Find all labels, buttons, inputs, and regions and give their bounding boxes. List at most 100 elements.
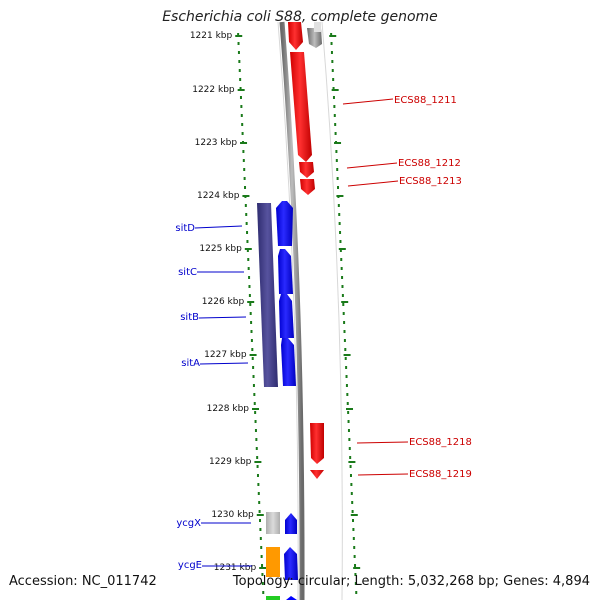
ruler-dot	[242, 150, 245, 153]
right-gene-labels[interactable]: ECS88_1211 ECS88_1212 ECS88_1213 ECS88_1218…	[342, 95, 472, 480]
sit-operon-block[interactable]	[257, 203, 278, 387]
tick-label: 1230 kbp	[211, 510, 254, 520]
gene-ecs88-1218[interactable]	[310, 423, 324, 464]
ruler-dot	[239, 87, 242, 90]
gene-ycgE[interactable]	[266, 547, 280, 577]
gene-sitD[interactable]	[276, 201, 293, 246]
track-outline-right	[321, 21, 343, 600]
ruler-dot	[238, 69, 241, 72]
track-outline-left	[277, 21, 299, 600]
gene-sitB[interactable]	[279, 294, 294, 338]
gene-label-ycgX[interactable]: ycgX	[176, 518, 201, 529]
ruler-dot	[261, 573, 264, 576]
ruler-dot	[344, 348, 347, 351]
gene-ycgX[interactable]	[266, 512, 280, 534]
gene-ecs88-1211[interactable]	[290, 52, 312, 162]
ruler-dot	[351, 501, 354, 504]
gene-red-1[interactable]	[288, 22, 303, 50]
ruler-dot	[261, 564, 264, 567]
ruler-dot	[257, 492, 260, 495]
label-leader-line	[346, 162, 398, 169]
ruler-dot	[252, 375, 255, 378]
ruler-dot	[350, 483, 353, 486]
ruler-dot	[354, 564, 357, 567]
ruler-dot	[248, 294, 251, 297]
ruler-dot	[343, 321, 346, 324]
left-tick-ruler	[235, 33, 267, 594]
ruler-dot	[335, 159, 338, 162]
ruler-dot	[335, 150, 338, 153]
ruler-dot	[355, 591, 358, 594]
gene-label-sitB[interactable]: sitB	[180, 312, 199, 323]
gene-label-ECS88_1211[interactable]: ECS88_1211	[394, 95, 457, 106]
ruler-dot	[352, 519, 355, 522]
gene-sitA[interactable]	[281, 338, 296, 386]
tick-label: 1222 kbp	[192, 85, 235, 95]
gene-sitC[interactable]	[278, 249, 293, 294]
ruler-dot	[252, 384, 255, 387]
gene-gray-top[interactable]	[307, 28, 322, 48]
major-tick	[256, 514, 264, 516]
ruler-dot	[246, 231, 249, 234]
gene-ecs88-1219[interactable]	[310, 470, 324, 479]
ruler-dot	[340, 258, 343, 261]
tick-label: 1223 kbp	[195, 138, 238, 148]
ruler-dot	[258, 510, 261, 513]
gene-features[interactable]	[257, 22, 324, 600]
label-leader-line	[198, 316, 247, 319]
ruler-dot	[260, 546, 263, 549]
ruler-dot	[259, 528, 262, 531]
gene-label-ycgE[interactable]: ycgE	[178, 560, 202, 571]
gene-blue-ycgX-adj[interactable]	[285, 513, 297, 534]
ruler-dot	[330, 33, 333, 36]
ruler-dot	[243, 168, 246, 171]
ruler-dot	[341, 294, 344, 297]
ruler-dot	[240, 105, 243, 108]
ruler-dot	[332, 78, 335, 81]
ruler-dot	[245, 213, 248, 216]
gene-light-top[interactable]	[314, 22, 321, 32]
ruler-dot	[349, 456, 352, 459]
major-tick	[237, 89, 245, 91]
ruler-dot	[252, 366, 255, 369]
label-leader-line	[356, 441, 409, 444]
ruler-dot	[237, 33, 240, 36]
track-outlines	[277, 21, 343, 600]
gene-ecs88-1213[interactable]	[300, 179, 315, 195]
ruler-dot	[250, 339, 253, 342]
ruler-dot	[339, 249, 342, 252]
gene-blue-ycgE-adj[interactable]	[284, 547, 298, 580]
gene-label-sitA[interactable]: sitA	[181, 358, 200, 369]
gene-blue-bottom[interactable]	[286, 596, 297, 600]
ruler-dot	[245, 222, 248, 225]
gene-label-sitD[interactable]: sitD	[175, 223, 195, 234]
ruler-dot	[253, 393, 256, 396]
gene-label-ECS88_1213[interactable]: ECS88_1213	[399, 176, 462, 187]
label-leader-line	[357, 473, 409, 476]
gene-green-bottom[interactable]	[266, 596, 280, 600]
map-title: Escherichia coli S88, complete genome	[162, 9, 438, 25]
ruler-dot	[248, 276, 251, 279]
ruler-dot	[352, 528, 355, 531]
tick-label: 1227 kbp	[204, 350, 247, 360]
ruler-dot	[339, 240, 342, 243]
gene-label-ECS88_1218[interactable]: ECS88_1218	[409, 437, 472, 448]
ruler-dot	[343, 339, 346, 342]
gene-ecs88-1212[interactable]	[299, 162, 314, 178]
major-tick	[346, 408, 354, 410]
left-gene-labels[interactable]: sitD sitC sitB sitA ycgX ycgE	[175, 223, 252, 571]
label-leader-line	[194, 225, 243, 229]
tick-label: 1229 kbp	[209, 457, 252, 467]
ruler-dot	[332, 87, 335, 90]
ruler-dot	[239, 78, 242, 81]
ruler-dot	[259, 519, 262, 522]
ruler-dot	[351, 510, 354, 513]
tick-label: 1225 kbp	[199, 244, 242, 254]
major-tick	[343, 354, 351, 356]
gene-label-sitC[interactable]: sitC	[178, 267, 197, 278]
gene-label-ECS88_1219[interactable]: ECS88_1219	[409, 469, 472, 480]
ruler-dot	[345, 366, 348, 369]
major-tick	[242, 195, 250, 197]
gene-label-ECS88_1212[interactable]: ECS88_1212	[398, 158, 461, 169]
